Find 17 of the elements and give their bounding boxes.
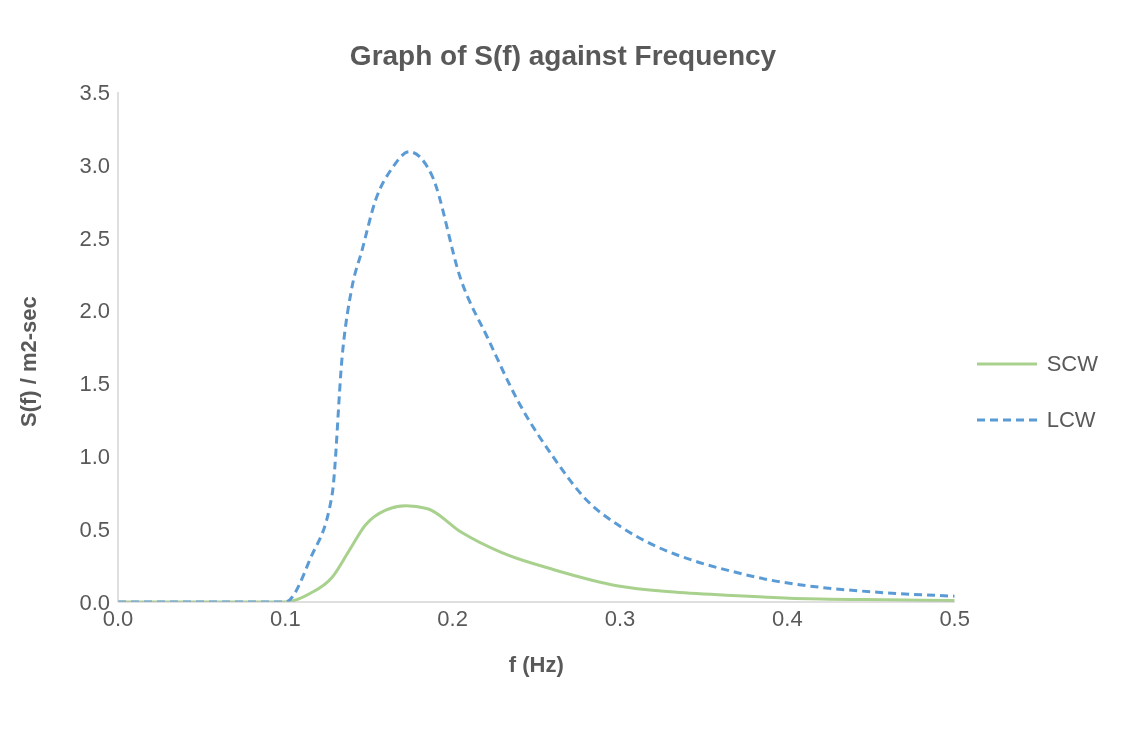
chart-title: Graph of S(f) against Frequency (348, 39, 778, 72)
x-tick-label: 0.1 (270, 605, 301, 631)
legend-label: LCW (1046, 407, 1096, 433)
y-tick-label: 1.0 (79, 444, 110, 470)
y-tick-label: 0.5 (79, 516, 110, 542)
y-tick-label: 3.5 (79, 79, 110, 105)
x-tick-label: 0.2 (437, 605, 468, 631)
y-tick-label: 2.0 (79, 298, 110, 324)
x-axis-title: f (Hz) (508, 652, 564, 677)
x-tick-label: 0.5 (939, 605, 970, 631)
y-axis-title: S(f) / m2-sec (15, 296, 41, 427)
y-tick-label: 3.0 (79, 152, 110, 178)
x-tick-label: 0.4 (772, 605, 803, 631)
y-tick-label: 1.5 (79, 371, 110, 397)
legend-label: SCW (1046, 351, 1098, 377)
x-tick-label: 0.3 (604, 605, 636, 631)
y-tick-label: 2.5 (79, 225, 110, 251)
